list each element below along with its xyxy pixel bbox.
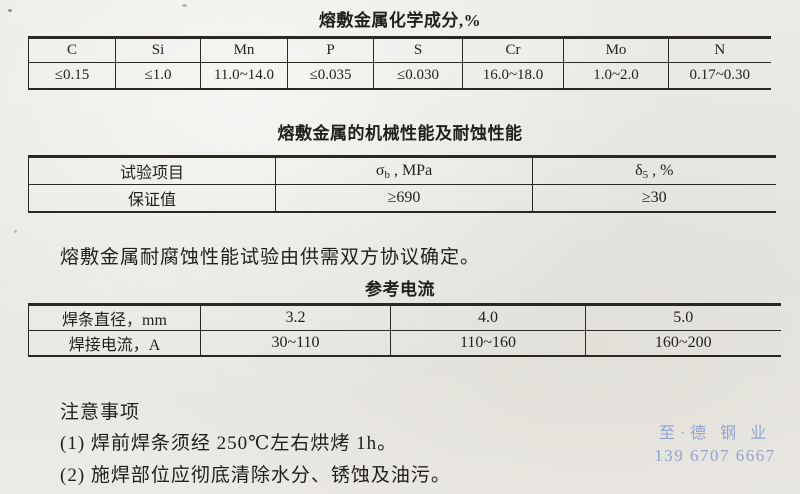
header-cell-mo: Mo: [563, 36, 669, 63]
chemical-composition-table: C Si Mn P S Cr Mo N ≤0.15 ≤1.0 11.0~14.0…: [28, 36, 771, 90]
delta-unit: , %: [648, 161, 674, 179]
scan-speck: [14, 230, 17, 233]
table-row-diameter: 焊条直径，mm 3.2 4.0 5.0: [28, 303, 781, 331]
sigma-unit: , MPa: [389, 161, 433, 179]
diameter-value-2: 4.0: [390, 303, 586, 331]
current-value-2: 110~160: [390, 330, 586, 357]
value-cell-elongation: ≥30: [532, 184, 776, 213]
sigma-symbol: σ: [375, 161, 385, 179]
header-cell-si: Si: [115, 36, 201, 63]
chemical-composition-title: 熔敷金属化学成分,%: [318, 11, 482, 30]
corrosion-note-paragraph: 熔敷金属耐腐蚀性能试验由供需双方协议确定。: [60, 247, 481, 268]
watermark: 至·德 钢 业 139 6707 6667: [640, 423, 790, 467]
header-cell-n: N: [668, 36, 771, 63]
value-cell-mo: 1.0~2.0: [563, 62, 669, 90]
header-cell-p: P: [287, 36, 374, 63]
current-value-3: 160~200: [585, 330, 781, 357]
mechanical-properties-table: 试验项目 σb , MPa δ5 , % 保证值 ≥690 ≥30: [28, 155, 776, 213]
table-row-current: 焊接电流，A 30~110 110~160 160~200: [28, 330, 781, 357]
header-cell-elongation: δ5 , %: [532, 155, 776, 185]
value-cell-si: ≤1.0: [115, 62, 201, 90]
value-cell-cr: 16.0~18.0: [462, 62, 564, 90]
diameter-value-3: 5.0: [585, 303, 781, 331]
table-value-row: ≤0.15 ≤1.0 11.0~14.0 ≤0.035 ≤0.030 16.0~…: [28, 62, 771, 90]
current-value-1: 30~110: [200, 330, 391, 357]
note-item-2: (2) 施焊部位应彻底清除水分、锈蚀及油污。: [60, 465, 451, 486]
label-cell-diameter: 焊条直径，mm: [28, 303, 201, 331]
scan-speck: [182, 4, 187, 7]
value-cell-c: ≤0.15: [28, 62, 116, 90]
value-cell-guaranteed: 保证值: [28, 184, 276, 213]
header-cell-mn: Mn: [200, 36, 288, 63]
table-header-row: C Si Mn P S Cr Mo N: [28, 36, 771, 63]
value-cell-mn: 11.0~14.0: [200, 62, 288, 90]
delta-subscript: 5: [642, 168, 649, 181]
delta-symbol: δ: [635, 161, 643, 179]
diameter-value-1: 3.2: [200, 303, 391, 331]
note-item-1: (1) 焊前焊条须经 250℃左右烘烤 1h。: [60, 433, 398, 454]
header-cell-s: S: [373, 36, 463, 63]
header-cell-cr: Cr: [462, 36, 564, 63]
label-cell-current: 焊接电流，A: [28, 330, 201, 357]
reference-current-title: 参考电流: [365, 280, 435, 299]
notes-heading: 注意事项: [60, 402, 141, 423]
mechanical-properties-title: 熔敷金属的机械性能及耐蚀性能: [277, 124, 523, 143]
scan-speck: [8, 9, 12, 12]
reference-current-table: 焊条直径，mm 3.2 4.0 5.0 焊接电流，A 30~110 110~16…: [28, 303, 781, 357]
header-cell-tensile-strength: σb , MPa: [275, 155, 533, 185]
value-cell-p: ≤0.035: [287, 62, 374, 90]
watermark-company-name: 至·德 钢 业: [658, 425, 772, 442]
value-cell-s: ≤0.030: [373, 62, 463, 90]
watermark-phone-number: 139 6707 6667: [654, 446, 776, 465]
header-cell-c: C: [28, 36, 116, 63]
sigma-subscript: b: [384, 168, 390, 181]
table-value-row: 保证值 ≥690 ≥30: [28, 184, 776, 213]
value-cell-tensile-strength: ≥690: [275, 184, 533, 213]
value-cell-n: 0.17~0.30: [668, 62, 771, 90]
table-header-row: 试验项目 σb , MPa δ5 , %: [28, 155, 776, 185]
header-cell-test-item: 试验项目: [28, 155, 276, 185]
